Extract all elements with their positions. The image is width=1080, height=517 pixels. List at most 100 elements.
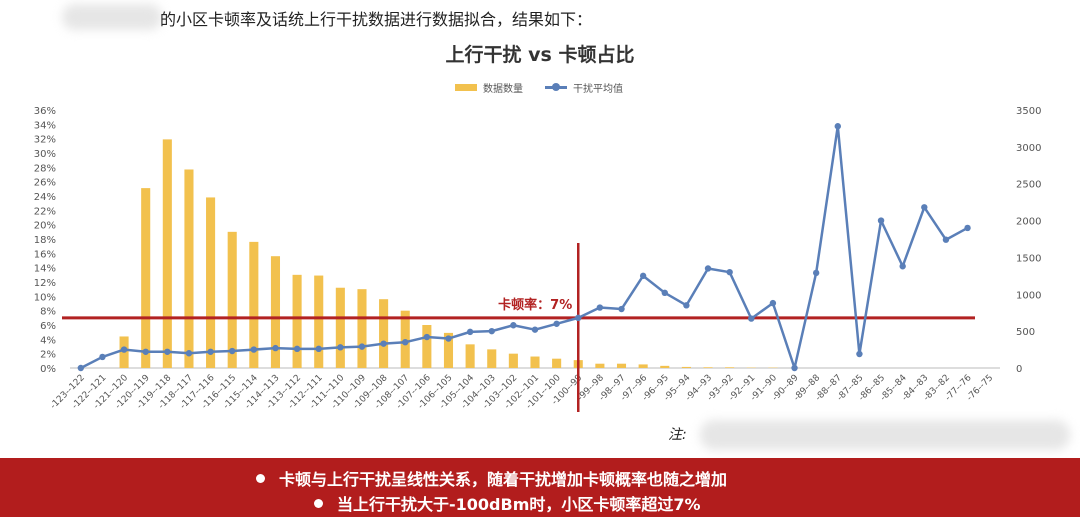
y-left-tick-label: 16% xyxy=(34,249,56,260)
legend-label-line: 干扰平均值 xyxy=(573,84,623,95)
y-left-tick-label: 18% xyxy=(34,235,56,246)
line-point xyxy=(120,346,128,353)
note-label: 注: xyxy=(668,427,687,443)
y-left-tick-label: 24% xyxy=(34,192,56,203)
legend-item-bars: 数据数量 xyxy=(455,80,523,95)
bar xyxy=(465,344,475,368)
bar xyxy=(292,274,302,368)
bar xyxy=(227,231,237,368)
bar xyxy=(487,349,497,368)
line-point xyxy=(748,315,755,322)
line-point xyxy=(531,326,539,333)
line-point xyxy=(250,346,258,353)
y-left-tick-label: 4% xyxy=(40,335,56,346)
y-left-tick-label: 2% xyxy=(40,350,56,361)
bar xyxy=(681,366,691,368)
intro-text: 的小区卡顿率及话统上行干扰数据进行数据拟合，结果如下： xyxy=(160,10,593,29)
bar xyxy=(703,367,713,368)
chart-title: 上行干扰 vs 卡顿占比 xyxy=(445,44,635,66)
line-point xyxy=(791,364,798,372)
line-point xyxy=(99,353,106,361)
line-point xyxy=(229,347,236,355)
bar xyxy=(422,325,432,368)
y-left-tick-label: 36% xyxy=(34,106,56,117)
bar xyxy=(335,287,345,368)
legend-bar-swatch xyxy=(455,84,477,91)
y-left-tick-label: 22% xyxy=(34,206,56,217)
bar xyxy=(184,169,194,368)
redacted-text-blur xyxy=(62,4,162,30)
line-point xyxy=(618,305,625,313)
y-left-tick-label: 26% xyxy=(34,178,56,189)
line-point xyxy=(639,272,647,280)
line-point xyxy=(726,268,733,276)
line-point xyxy=(661,289,668,297)
bar xyxy=(162,139,172,368)
line-point xyxy=(466,328,474,336)
line-point xyxy=(921,204,928,211)
line-point xyxy=(704,265,712,272)
line-point xyxy=(834,123,841,130)
bullet-icon xyxy=(314,499,323,508)
line-point xyxy=(315,345,322,353)
line-point xyxy=(877,217,885,224)
conclusion-line-2: 当上行干扰大于-100dBm时，小区卡顿率超过7% xyxy=(314,491,701,515)
line-point xyxy=(142,348,149,355)
legend-line-swatch xyxy=(545,83,567,91)
y-right-tick-label: 1500 xyxy=(1016,253,1041,264)
line-point xyxy=(510,322,517,329)
chart-legend: 数据数量 干扰平均值 xyxy=(455,80,645,95)
y-right-tick-label: 0 xyxy=(1016,364,1022,375)
line-point xyxy=(553,320,560,327)
y-left-tick-label: 0% xyxy=(40,364,56,375)
chart-canvas: 0% 2% 4% 6% 8% 10% 12% 14% 16% 18% 20% 22% 24% 26% 28%… xyxy=(34,106,1041,412)
y-left-tick-label: 32% xyxy=(34,135,56,146)
y-left-tick-label: 28% xyxy=(34,163,56,174)
line-point xyxy=(445,335,452,342)
line-point xyxy=(293,345,301,353)
redacted-note-blur xyxy=(700,420,1070,450)
line-point xyxy=(575,314,582,322)
line-series xyxy=(80,124,969,370)
y-right-tick-label: 2500 xyxy=(1016,180,1041,191)
bar xyxy=(508,353,518,368)
bar xyxy=(270,256,281,368)
line-point xyxy=(964,224,971,232)
line-point xyxy=(488,327,495,335)
bar xyxy=(249,241,259,368)
line-point xyxy=(596,304,604,311)
y-right-tick-label: 500 xyxy=(1016,327,1035,338)
y-left-tick-label: 12% xyxy=(34,278,56,289)
y-left-tick-label: 10% xyxy=(34,292,56,303)
bar xyxy=(141,188,151,368)
bar xyxy=(443,332,454,368)
conclusion-banner: 卡顿与上行干扰呈线性关系，随着干扰增加卡顿概率也随之增加 当上行干扰大于-100… xyxy=(0,458,1080,517)
y-left-tick-label: 6% xyxy=(40,321,56,332)
bar xyxy=(638,364,648,368)
y-left-tick-label: 14% xyxy=(34,264,56,275)
bar xyxy=(725,367,735,368)
line-point xyxy=(683,302,690,309)
y-left-tick-label: 34% xyxy=(34,120,56,131)
bar xyxy=(595,363,605,368)
line-point xyxy=(185,350,193,357)
conclusion-text-2: 当上行干扰大于-100dBm时，小区卡顿率超过7% xyxy=(337,495,701,514)
conclusion-line-1: 卡顿与上行干扰呈线性关系，随着干扰增加卡顿概率也随之增加 xyxy=(256,466,727,490)
legend-item-line: 干扰平均值 xyxy=(545,80,623,95)
y-right-tick-label: 3000 xyxy=(1016,143,1041,154)
line-point xyxy=(164,348,171,355)
legend-label-bars: 数据数量 xyxy=(483,84,523,95)
y-left-tick-label: 30% xyxy=(34,149,56,160)
bar xyxy=(314,275,324,368)
y-right-tick-label: 3500 xyxy=(1016,106,1041,117)
y-right-tick-label: 2000 xyxy=(1016,217,1041,228)
line-point xyxy=(272,344,279,352)
bullet-icon xyxy=(256,474,265,483)
line-point xyxy=(942,236,950,243)
conclusion-text-1: 卡顿与上行干扰呈线性关系，随着干扰增加卡顿概率也随之增加 xyxy=(279,470,728,489)
line-point xyxy=(812,269,820,277)
bar xyxy=(552,358,562,368)
line-point xyxy=(77,364,85,372)
line-point xyxy=(337,344,344,351)
threshold-label: 卡顿率：7% xyxy=(498,297,572,313)
